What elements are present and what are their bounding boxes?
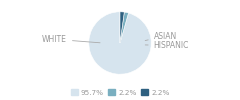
Text: HISPANIC: HISPANIC [145, 41, 189, 50]
Wedge shape [89, 12, 151, 74]
Text: ASIAN: ASIAN [145, 32, 177, 41]
Wedge shape [120, 12, 124, 43]
Text: WHITE: WHITE [42, 35, 100, 44]
Wedge shape [120, 12, 128, 43]
Legend: 95.7%, 2.2%, 2.2%: 95.7%, 2.2%, 2.2% [70, 89, 170, 96]
